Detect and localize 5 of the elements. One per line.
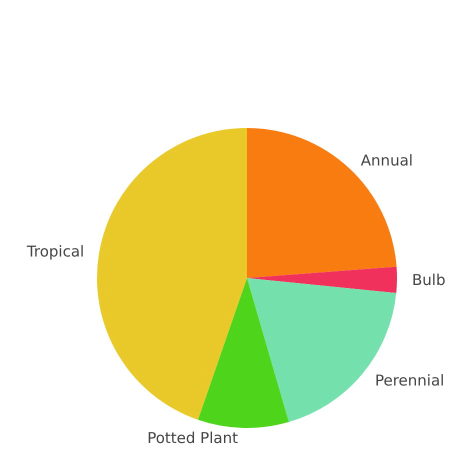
slice-label: Annual: [360, 152, 413, 170]
slice-label: Potted Plant: [147, 428, 238, 447]
slice-label: Perennial: [374, 371, 444, 390]
slice-label: Tropical: [26, 242, 84, 260]
slice-label: Bulb: [412, 271, 446, 290]
